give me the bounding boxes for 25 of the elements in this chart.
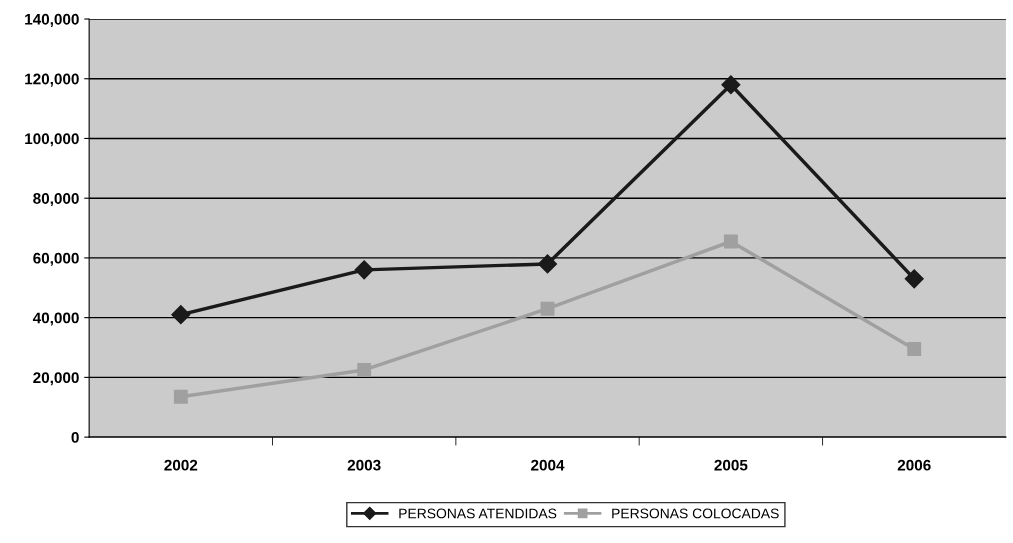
x-tick-label: 2006 [897,459,931,471]
y-tick-label: 120,000 [25,73,79,87]
y-tick-label: 60,000 [33,252,79,266]
y-tick-label: 140,000 [25,13,79,27]
point [171,305,191,325]
y-tick-label: 0 [71,431,79,443]
x-tick-label: 2002 [164,459,198,471]
x-tick-label: 2005 [714,459,748,471]
y-tick-label: 100,000 [25,133,79,147]
point [537,254,558,274]
point [907,342,922,356]
y-tick-label: 80,000 [33,193,79,207]
point [357,362,372,377]
point [721,75,741,95]
point [173,389,188,404]
point [354,260,374,280]
y-tick-label: 20,000 [33,372,79,386]
point [540,301,555,316]
legend-label: PERSONAS COLOCADAS [612,508,779,519]
y-tick-label: 40,000 [32,312,79,326]
x-tick-label: 2004 [531,459,565,471]
point [904,269,924,289]
x-tick-label: 2003 [347,459,381,471]
legend-label: PERSONAS ATENDIDAS [399,508,557,519]
point [723,234,738,249]
